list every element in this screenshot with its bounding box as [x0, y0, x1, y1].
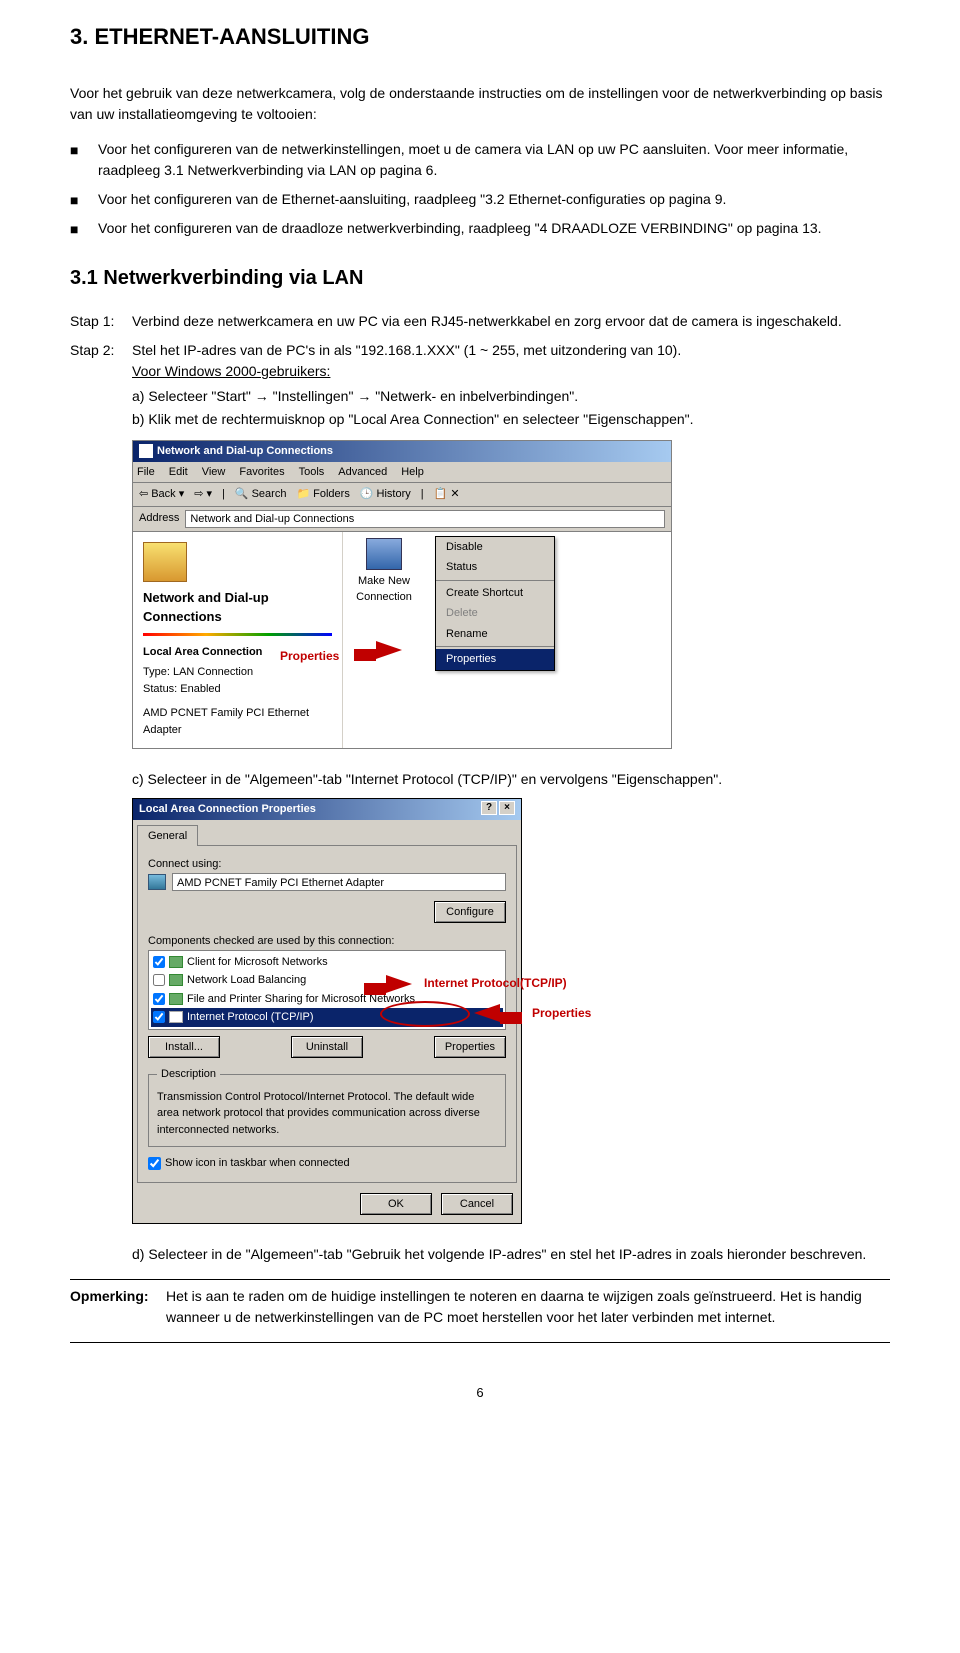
context-menu: Disable Status Create Shortcut Delete Re… — [435, 536, 555, 671]
opmerking-body: Het is aan te raden om de huidige instel… — [166, 1286, 890, 1328]
bullet-item: Voor het configureren van de draadloze n… — [70, 218, 890, 239]
section-heading: 3.1 Netwerkverbinding via LAN — [70, 263, 890, 293]
step-d: d) Selecteer in de "Algemeen"-tab "Gebru… — [132, 1244, 890, 1265]
back-button[interactable]: ⇦ Back ▾ — [139, 486, 184, 503]
close-button[interactable]: × — [499, 801, 515, 815]
ok-button[interactable]: OK — [360, 1193, 432, 1216]
opmerking-label: Opmerking: — [70, 1286, 166, 1328]
ctx-create-shortcut[interactable]: Create Shortcut — [436, 583, 554, 604]
annotation-arrow — [354, 641, 402, 665]
menu-favorites[interactable]: Favorites — [239, 464, 284, 481]
adapter-icon — [148, 874, 166, 890]
ctx-delete: Delete — [436, 603, 554, 624]
ctx-disable[interactable]: Disable — [436, 537, 554, 558]
menu-file[interactable]: File — [137, 464, 155, 481]
annotation-ellipse — [380, 1001, 470, 1027]
step2-body: Stel het IP-adres van de PC's in als "19… — [132, 340, 890, 361]
show-icon-label: Show icon in taskbar when connected — [165, 1155, 350, 1172]
make-new-connection-icon[interactable]: Make New Connection — [349, 538, 419, 606]
address-input[interactable] — [185, 510, 665, 528]
forward-button[interactable]: ⇨ ▾ — [194, 486, 212, 503]
address-bar: Address — [133, 507, 671, 532]
annotation-properties-label2: Properties — [532, 1004, 591, 1022]
annotation-arrow-properties — [474, 1004, 522, 1028]
divider — [70, 1279, 890, 1280]
window-titlebar: Network and Dial-up Connections — [133, 441, 671, 462]
divider — [70, 1342, 890, 1343]
adapter-name: AMD PCNET Family PCI Ethernet Adapter — [172, 873, 506, 891]
comp-tcpip-checkbox[interactable] — [153, 1011, 165, 1023]
bullet-item: Voor het configureren van de netwerkinst… — [70, 139, 890, 181]
left-adapter: AMD PCNET Family PCI Ethernet Adapter — [143, 705, 332, 738]
screenshot-network-connections: Network and Dial-up Connections File Edi… — [132, 440, 672, 749]
components-label: Components checked are used by this conn… — [148, 933, 506, 950]
menu-help[interactable]: Help — [401, 464, 424, 481]
window-title: Network and Dial-up Connections — [157, 443, 333, 460]
ctx-properties[interactable]: Properties — [436, 649, 554, 670]
toolbar-extra-icon[interactable]: 📋 ✕ — [434, 486, 460, 503]
annotation-properties-label: Properties — [280, 647, 339, 665]
description-legend: Description — [157, 1066, 220, 1083]
folder-icon — [143, 542, 187, 582]
history-button[interactable]: 🕒History — [360, 486, 411, 503]
toolbar: ⇦ Back ▾ ⇨ ▾ | 🔍Search 📁Folders 🕒History… — [133, 483, 671, 507]
ctx-rename[interactable]: Rename — [436, 624, 554, 645]
comp-client[interactable]: Client for Microsoft Networks — [151, 953, 503, 972]
menu-tools[interactable]: Tools — [299, 464, 325, 481]
show-icon-checkbox[interactable] — [148, 1157, 161, 1170]
connect-using-label: Connect using: — [148, 856, 506, 873]
install-button[interactable]: Install... — [148, 1036, 220, 1059]
help-button[interactable]: ? — [481, 801, 497, 815]
properties-button[interactable]: Properties — [434, 1036, 506, 1059]
comp-client-checkbox[interactable] — [153, 956, 165, 968]
show-icon-checkbox-row: Show icon in taskbar when connected — [148, 1155, 506, 1172]
bullet-item: Voor het configureren van de Ethernet-aa… — [70, 189, 890, 210]
annotation-tcpip-label: Internet Protocol(TCP/IP) — [424, 974, 567, 992]
menu-advanced[interactable]: Advanced — [338, 464, 387, 481]
description-text: Transmission Control Protocol/Internet P… — [157, 1089, 497, 1139]
menubar: File Edit View Favorites Tools Advanced … — [133, 462, 671, 484]
comp-fps-checkbox[interactable] — [153, 993, 165, 1005]
intro-text: Voor het gebruik van deze netwerkcamera,… — [70, 83, 890, 125]
left-status: Status: Enabled — [143, 681, 332, 698]
menu-view[interactable]: View — [202, 464, 226, 481]
window-icon — [139, 444, 153, 458]
cancel-button[interactable]: Cancel — [441, 1193, 513, 1216]
search-button[interactable]: 🔍Search — [235, 486, 287, 503]
comp-nlb-checkbox[interactable] — [153, 974, 165, 986]
right-panel: Make New Connection Local Conn Disable S… — [343, 532, 671, 749]
step1-label: Stap 1: — [70, 311, 132, 332]
dialog-titlebar: Local Area Connection Properties ? × — [133, 799, 521, 820]
left-title: Network and Dial-up Connections — [143, 588, 332, 627]
dialog-title: Local Area Connection Properties — [139, 801, 316, 818]
step1-body: Verbind deze netwerkcamera en uw PC via … — [132, 311, 890, 332]
step-a: a) Selecteer "Start" → "Instellingen" → … — [132, 386, 890, 407]
bullet-list: Voor het configureren van de netwerkinst… — [70, 139, 890, 239]
annotation-arrow-tcpip — [364, 975, 412, 999]
uninstall-button[interactable]: Uninstall — [291, 1036, 363, 1059]
ctx-status[interactable]: Status — [436, 557, 554, 578]
page-title: 3. ETHERNET-AANSLUITING — [70, 20, 890, 53]
left-panel: Network and Dial-up Connections Local Ar… — [133, 532, 343, 749]
tab-general[interactable]: General — [137, 825, 198, 847]
address-label: Address — [139, 510, 179, 527]
description-fieldset: Description Transmission Control Protoco… — [148, 1066, 506, 1147]
left-type: Type: LAN Connection — [143, 664, 332, 681]
menu-edit[interactable]: Edit — [169, 464, 188, 481]
step-b: b) Klik met de rechtermuisknop op "Local… — [132, 409, 890, 430]
step2-label: Stap 2: — [70, 340, 132, 432]
win2000-users: Voor Windows 2000-gebruikers: — [132, 361, 890, 382]
step-c: c) Selecteer in de "Algemeen"-tab "Inter… — [132, 769, 890, 790]
configure-button[interactable]: Configure — [434, 901, 506, 924]
page-number: 6 — [70, 1383, 890, 1403]
folders-button[interactable]: 📁Folders — [296, 486, 349, 503]
